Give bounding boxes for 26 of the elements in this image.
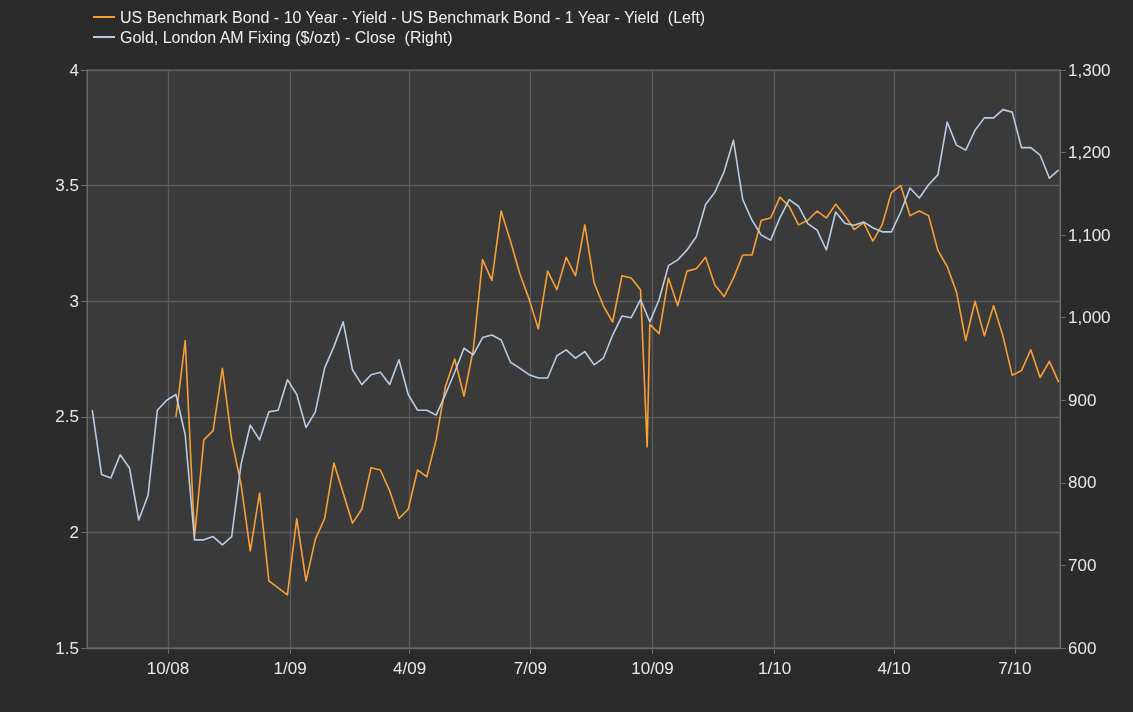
x-tick-label: 4/09 xyxy=(393,659,427,678)
y-tick-label: 4 xyxy=(69,60,79,80)
y-tick-label: 2 xyxy=(69,522,79,542)
line-series xyxy=(91,108,1060,546)
y-tick-label: 2.5 xyxy=(55,407,79,427)
x-tick-label: 1/09 xyxy=(273,659,307,678)
x-tick-label: 4/10 xyxy=(877,659,911,678)
x-tick-label: 10/09 xyxy=(631,659,674,678)
y-tick-label: 3 xyxy=(69,291,79,311)
y-tick-label: 3.5 xyxy=(55,176,79,196)
y2-tick-label: 1,200 xyxy=(1068,143,1111,163)
y2-tick-label: 900 xyxy=(1068,390,1097,410)
legend-label: Gold, London AM Fixing ($/ozt) - Close (Right) xyxy=(120,28,453,46)
legend-label: US Benchmark Bond - 10 Year - Yield - US Benchmark Bond - 1 Year - Yield (Left) xyxy=(120,8,706,26)
x-tick-label: 1/10 xyxy=(758,659,792,678)
y-tick-label: 1.5 xyxy=(55,638,79,658)
y2-tick-label: 1,000 xyxy=(1068,308,1111,328)
line-series xyxy=(175,184,1060,596)
x-tick-label: 7/09 xyxy=(513,659,547,678)
y2-tick-label: 1,100 xyxy=(1068,225,1111,245)
x-tick-label: 7/10 xyxy=(998,659,1032,678)
y2-tick-label: 800 xyxy=(1068,473,1097,493)
y2-tick-label: 600 xyxy=(1068,638,1097,658)
x-tick-label: 10/08 xyxy=(146,659,190,678)
y2-tick-label: 700 xyxy=(1068,555,1097,575)
y2-tick-label: 1,300 xyxy=(1068,60,1111,80)
